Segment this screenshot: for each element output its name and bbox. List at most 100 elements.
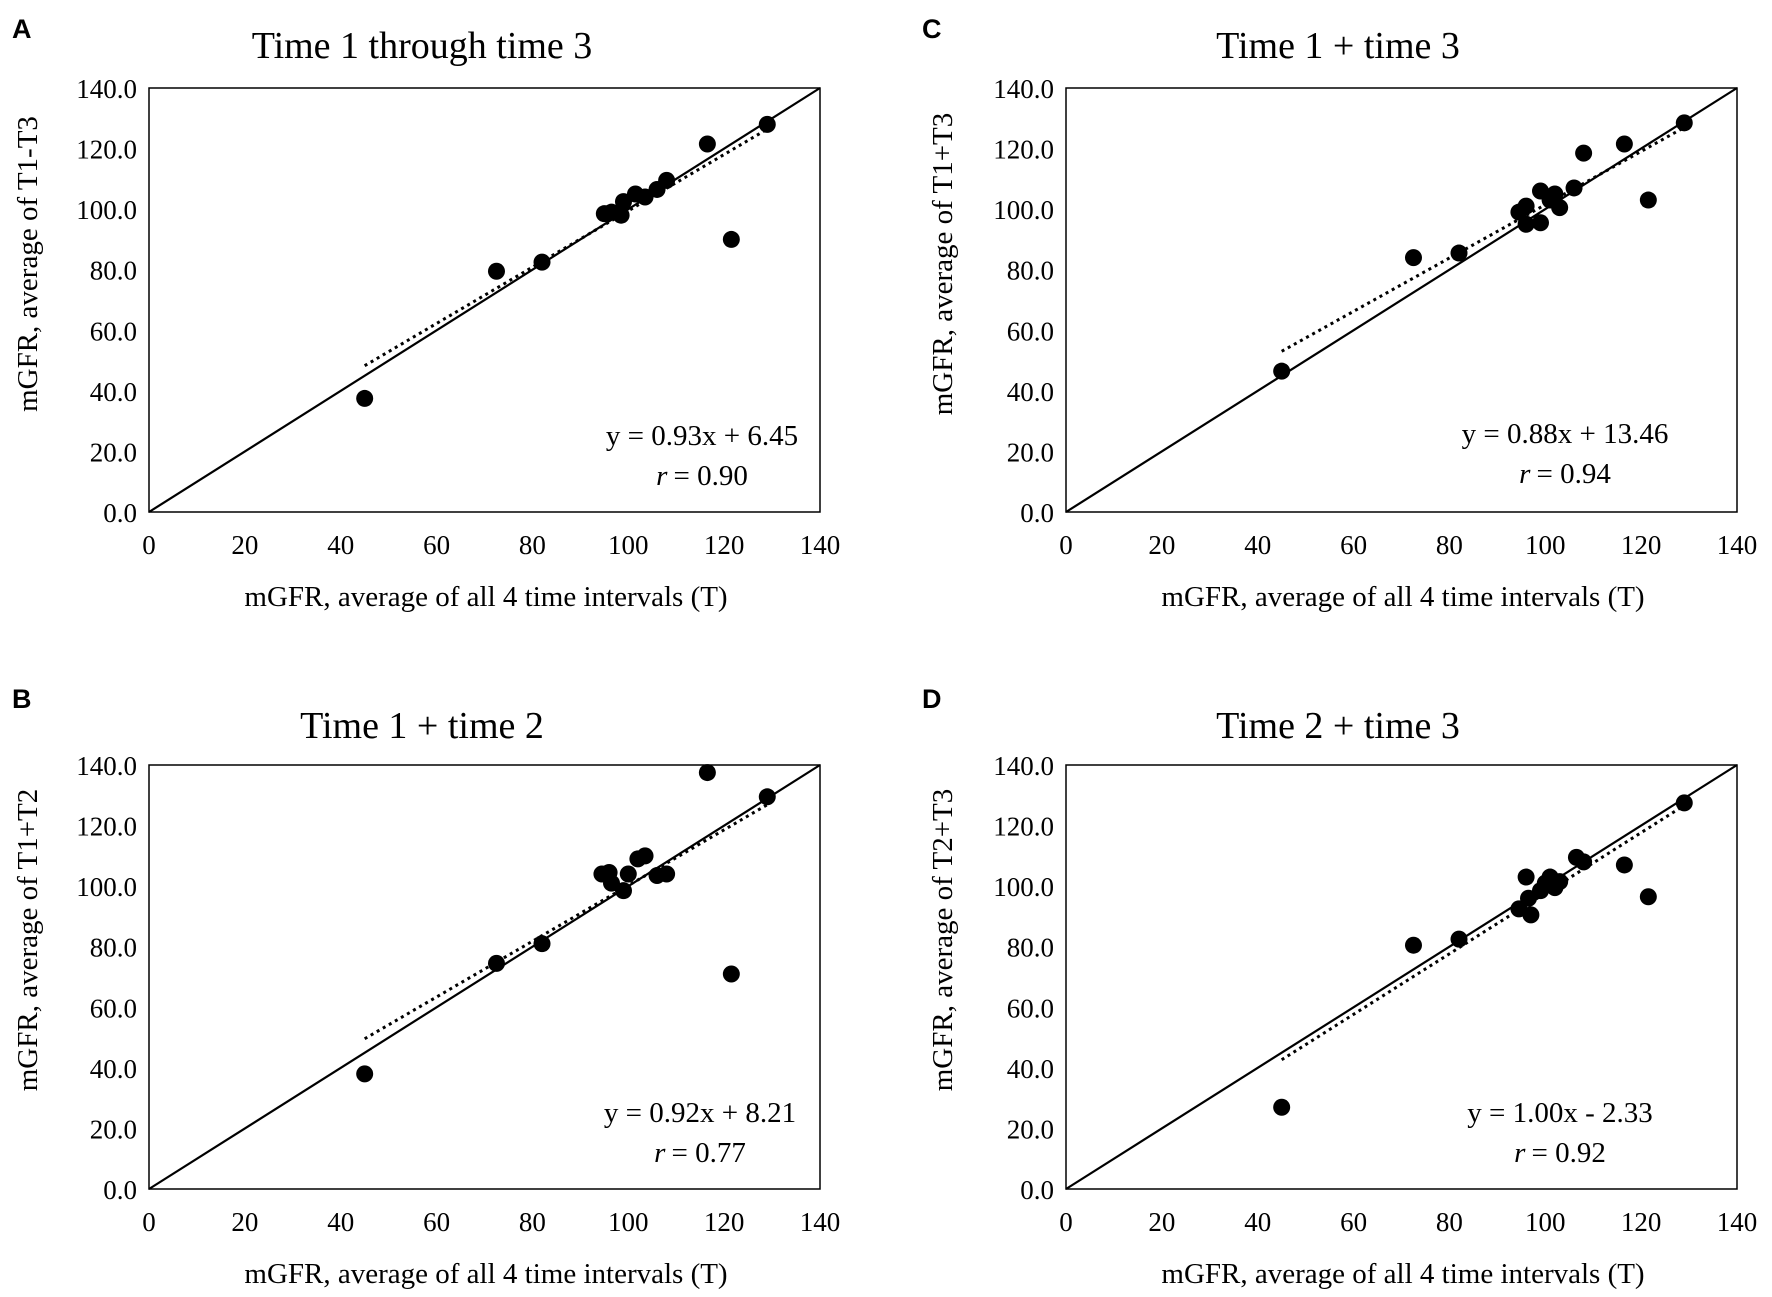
r-symbol: r bbox=[656, 460, 668, 492]
data-point bbox=[487, 954, 505, 972]
data-points bbox=[356, 764, 776, 1083]
data-point bbox=[356, 1065, 374, 1083]
data-point bbox=[614, 882, 632, 900]
panel-d: D Time 2 + time 3 mGFR, average of T2+T3… bbox=[922, 684, 1757, 1290]
eq-sign: + bbox=[1572, 418, 1603, 450]
data-point bbox=[487, 262, 505, 280]
regression-equation: y = 0.92x + 8.21 bbox=[604, 1097, 796, 1129]
eq-variable: x bbox=[700, 1097, 715, 1129]
eq-variable: x bbox=[702, 420, 717, 452]
x-tick-label: 80 bbox=[519, 530, 546, 560]
data-point bbox=[619, 865, 637, 883]
panel-letter: A bbox=[12, 14, 32, 44]
y-tick-label: 0.0 bbox=[103, 498, 137, 528]
data-point bbox=[1551, 873, 1569, 891]
y-tick-label: 100.0 bbox=[993, 195, 1054, 225]
chart-title: Time 1 + time 2 bbox=[300, 705, 544, 747]
y-tick-label: 140.0 bbox=[76, 751, 137, 781]
y-tick-label: 0.0 bbox=[1020, 498, 1054, 528]
eq-slope: 1.00 bbox=[1513, 1097, 1564, 1129]
x-tick-label: 40 bbox=[1244, 530, 1271, 560]
eq-slope: 0.88 bbox=[1507, 418, 1558, 450]
panel-letter: C bbox=[922, 14, 942, 44]
data-point bbox=[1517, 197, 1535, 215]
panel-letter: B bbox=[12, 684, 32, 714]
x-tick-label: 140 bbox=[800, 1207, 841, 1237]
y-tick-labels: 0.0 20.0 40.0 60.0 80.0 100.0 120.0 140.0 bbox=[993, 74, 1054, 528]
eq-intercept: 8.21 bbox=[745, 1097, 796, 1129]
eq-prefix: y = bbox=[1462, 418, 1507, 450]
correlation-coefficient: r = 0.77 bbox=[654, 1137, 746, 1169]
data-point bbox=[1404, 936, 1422, 954]
x-tick-label: 80 bbox=[1436, 530, 1463, 560]
x-tick-label: 60 bbox=[423, 530, 450, 560]
regression-equation: y = 0.88x + 13.46 bbox=[1462, 418, 1669, 450]
x-tick-labels: 0 20 40 60 80 100 120 140 bbox=[1059, 1207, 1757, 1237]
data-point bbox=[612, 206, 630, 224]
y-tick-label: 100.0 bbox=[76, 195, 137, 225]
data-point bbox=[722, 965, 740, 983]
y-tick-label: 60.0 bbox=[90, 993, 137, 1023]
y-tick-label: 120.0 bbox=[993, 812, 1054, 842]
x-tick-label: 120 bbox=[1621, 530, 1662, 560]
data-point bbox=[533, 253, 551, 271]
y-axis-label: mGFR, average of T1+T2 bbox=[12, 789, 44, 1092]
data-point bbox=[758, 115, 776, 133]
eq-sign: + bbox=[715, 1097, 746, 1129]
x-tick-label: 80 bbox=[1436, 1207, 1463, 1237]
y-tick-label: 80.0 bbox=[90, 933, 137, 963]
y-tick-label: 40.0 bbox=[1007, 377, 1054, 407]
x-tick-label: 20 bbox=[1148, 530, 1175, 560]
x-tick-label: 100 bbox=[608, 1207, 649, 1237]
x-tick-labels: 0 20 40 60 80 100 120 140 bbox=[142, 530, 840, 560]
x-tick-label: 20 bbox=[231, 530, 258, 560]
y-tick-label: 20.0 bbox=[1007, 1114, 1054, 1144]
y-tick-label: 40.0 bbox=[90, 1054, 137, 1084]
x-axis-label: mGFR, average of all 4 time intervals (T… bbox=[244, 581, 727, 613]
eq-prefix: y = bbox=[1467, 1097, 1512, 1129]
eq-prefix: y = bbox=[604, 1097, 649, 1129]
x-tick-label: 120 bbox=[1621, 1207, 1662, 1237]
panel-letter: D bbox=[922, 684, 942, 714]
data-points bbox=[1273, 114, 1693, 380]
data-point bbox=[1575, 144, 1593, 162]
data-points bbox=[356, 115, 776, 407]
identity-line bbox=[148, 87, 821, 513]
data-point bbox=[698, 764, 716, 782]
x-tick-label: 100 bbox=[608, 530, 649, 560]
data-point bbox=[1565, 179, 1583, 197]
y-tick-label: 60.0 bbox=[90, 316, 137, 346]
identity-line bbox=[1065, 764, 1738, 1190]
y-tick-label: 100.0 bbox=[993, 872, 1054, 902]
y-tick-label: 120.0 bbox=[993, 135, 1054, 165]
data-point bbox=[636, 847, 654, 865]
identity-line bbox=[148, 764, 821, 1190]
plot-area-frame bbox=[1065, 764, 1738, 1190]
r-symbol: r bbox=[1519, 458, 1531, 490]
r-value: = 0.77 bbox=[671, 1137, 745, 1169]
y-tick-label: 80.0 bbox=[1007, 933, 1054, 963]
y-tick-label: 120.0 bbox=[76, 135, 137, 165]
panel-a: A Time 1 through time 3 mGFR, average of… bbox=[12, 14, 840, 613]
y-axis-label: mGFR, average of T1-T3 bbox=[12, 116, 44, 412]
y-tick-label: 120.0 bbox=[76, 812, 137, 842]
regression-trendline bbox=[1280, 804, 1686, 1062]
x-tick-label: 100 bbox=[1525, 1207, 1566, 1237]
data-point bbox=[1575, 853, 1593, 871]
x-tick-label: 100 bbox=[1525, 530, 1566, 560]
data-point bbox=[533, 935, 551, 953]
eq-slope: 0.93 bbox=[651, 420, 702, 452]
x-tick-label: 40 bbox=[327, 530, 354, 560]
y-tick-labels: 0.0 20.0 40.0 60.0 80.0 100.0 120.0 140.0 bbox=[76, 74, 137, 528]
panel-c: C Time 1 + time 3 mGFR, average of T1+T3… bbox=[922, 14, 1757, 613]
y-tick-label: 20.0 bbox=[90, 1114, 137, 1144]
correlation-coefficient: r = 0.90 bbox=[656, 460, 748, 492]
data-point bbox=[1675, 794, 1693, 812]
regression-equation: y = 1.00x - 2.33 bbox=[1467, 1097, 1653, 1129]
chart-title: Time 1 + time 3 bbox=[1216, 25, 1460, 67]
plot-area-frame bbox=[148, 87, 821, 513]
correlation-coefficient: r = 0.94 bbox=[1519, 458, 1611, 490]
data-point bbox=[1450, 930, 1468, 948]
